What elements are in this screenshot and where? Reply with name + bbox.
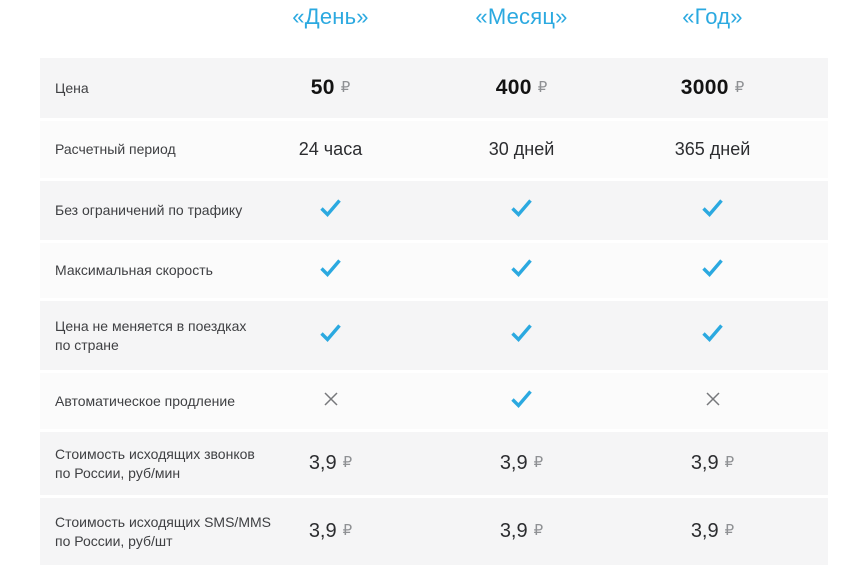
feature-cell (426, 389, 617, 414)
ruble-sign: ₽ (537, 78, 548, 96)
cross-icon (323, 391, 338, 406)
ruble-sign: ₽ (734, 78, 745, 96)
cross-icon (705, 391, 720, 406)
row-label: Цена (55, 79, 89, 96)
price-cell-year: 3,9 ₽ (617, 452, 808, 475)
row-label: Цена не меняется в поездках по стране (55, 317, 247, 353)
ruble-sign: ₽ (342, 453, 353, 471)
table-row-autorenew: Автоматическое продление (40, 373, 828, 429)
check-icon (702, 324, 723, 343)
column-header-day[interactable]: «День» (292, 4, 369, 29)
row-label: Максимальная скорость (55, 262, 213, 278)
row-label: Расчетный период (55, 141, 176, 157)
price-amount: 3,9 (308, 452, 337, 474)
column-header-year[interactable]: «Год» (682, 4, 743, 29)
period-cell-day: 24 часа (298, 139, 363, 159)
table-row-price: Цена 50 ₽ 400 ₽ 3000 ₽ (40, 58, 828, 118)
price-amount: 3,9 (690, 452, 719, 474)
feature-cell (235, 258, 426, 283)
feature-mark (510, 323, 533, 343)
feature-mark (510, 389, 533, 409)
price-cell-day: 3,9 ₽ (235, 452, 426, 475)
table-row-roaming: Цена не меняется в поездках по стране (40, 301, 828, 370)
feature-cell (617, 323, 808, 348)
price-cell-month: 400 ₽ (426, 76, 617, 100)
feature-cell (235, 391, 426, 412)
price-amount: 3,9 (499, 520, 528, 542)
ruble-sign: ₽ (533, 453, 544, 471)
price-cell-year: 3,9 ₽ (617, 520, 808, 543)
row-label: Автоматическое продление (55, 392, 235, 409)
price-amount: 400 (495, 76, 532, 99)
ruble-sign: ₽ (724, 453, 735, 471)
check-icon (320, 199, 341, 218)
feature-mark (705, 391, 721, 407)
feature-mark (701, 258, 724, 278)
period-cell-month: 30 дней (488, 139, 555, 159)
price-cell-year: 3000 ₽ (617, 76, 808, 100)
check-icon (320, 324, 341, 343)
feature-mark (510, 198, 533, 218)
column-header-month[interactable]: «Месяц» (475, 4, 568, 29)
row-label: Без ограничений по трафику (55, 202, 243, 218)
table-header-row: «День» «Месяц» «Год» (40, 0, 828, 54)
check-icon (511, 199, 532, 218)
price-cell-day: 3,9 ₽ (235, 520, 426, 543)
feature-cell (617, 198, 808, 223)
feature-mark (319, 323, 342, 343)
table-row-period: Расчетный период 24 часа 30 дней 365 дне… (40, 121, 828, 178)
feature-mark (323, 391, 339, 407)
feature-cell (426, 258, 617, 283)
price-amount: 3000 (680, 76, 729, 99)
period-cell-year: 365 дней (674, 139, 751, 159)
feature-cell (235, 198, 426, 223)
feature-mark (701, 198, 724, 218)
feature-mark (701, 323, 724, 343)
feature-cell (235, 323, 426, 348)
price-cell-day: 50 ₽ (235, 76, 426, 100)
price-amount: 3,9 (308, 520, 337, 542)
feature-cell (426, 198, 617, 223)
check-icon (511, 389, 532, 408)
check-icon (320, 259, 341, 278)
check-icon (702, 259, 723, 278)
tariff-comparison-table: «День» «Месяц» «Год» Цена 50 ₽ 400 ₽ 3000 ₽… (40, 0, 828, 565)
ruble-sign: ₽ (342, 521, 353, 539)
table-row-sms: Стоимость исходящих SMS/MMS по России, р… (40, 498, 828, 565)
price-cell-month: 3,9 ₽ (426, 520, 617, 543)
feature-mark (319, 258, 342, 278)
price-cell-month: 3,9 ₽ (426, 452, 617, 475)
ruble-sign: ₽ (533, 521, 544, 539)
feature-cell (617, 258, 808, 283)
price-amount: 50 (310, 76, 335, 99)
price-amount: 3,9 (499, 452, 528, 474)
check-icon (511, 324, 532, 343)
feature-mark (319, 198, 342, 218)
table-row-speed: Максимальная скорость (40, 243, 828, 298)
table-row-traffic: Без ограничений по трафику (40, 181, 828, 240)
check-icon (702, 199, 723, 218)
row-label: Стоимость исходящих SMS/MMS по России, р… (55, 513, 271, 549)
table-row-calls: Стоимость исходящих звонков по России, р… (40, 432, 828, 495)
feature-cell (617, 391, 808, 412)
feature-mark (510, 258, 533, 278)
price-amount: 3,9 (690, 520, 719, 542)
row-label: Стоимость исходящих звонков по России, р… (55, 445, 255, 481)
check-icon (511, 259, 532, 278)
ruble-sign: ₽ (340, 78, 351, 96)
ruble-sign: ₽ (724, 521, 735, 539)
feature-cell (426, 323, 617, 348)
